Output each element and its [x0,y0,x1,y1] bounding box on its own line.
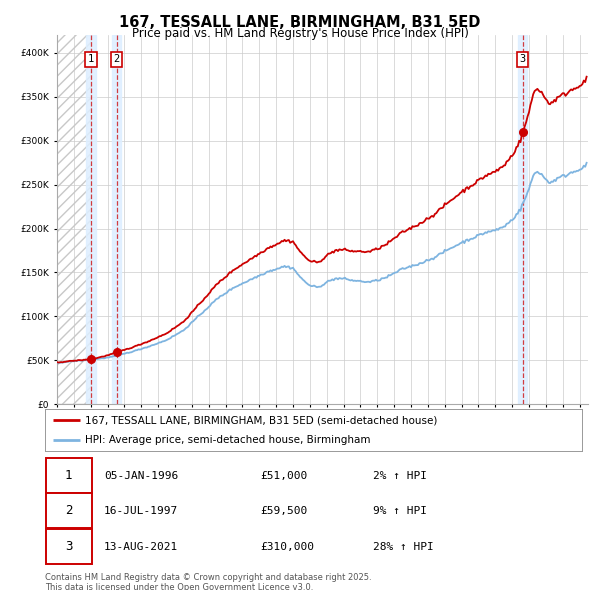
Text: HPI: Average price, semi-detached house, Birmingham: HPI: Average price, semi-detached house,… [85,435,371,445]
FancyBboxPatch shape [46,458,92,493]
Text: 28% ↑ HPI: 28% ↑ HPI [373,542,433,552]
Text: 05-JAN-1996: 05-JAN-1996 [104,471,178,481]
Text: 1: 1 [88,54,94,64]
Text: 3: 3 [520,54,526,64]
Text: 16-JUL-1997: 16-JUL-1997 [104,506,178,516]
Bar [86,35,95,404]
Text: 13-AUG-2021: 13-AUG-2021 [104,542,178,552]
Bar [518,35,527,404]
Text: This data is licensed under the Open Government Licence v3.0.: This data is licensed under the Open Gov… [45,583,313,590]
Text: 1: 1 [65,469,73,482]
Text: 9% ↑ HPI: 9% ↑ HPI [373,506,427,516]
Text: 167, TESSALL LANE, BIRMINGHAM, B31 5ED: 167, TESSALL LANE, BIRMINGHAM, B31 5ED [119,15,481,30]
Text: £59,500: £59,500 [260,506,307,516]
Text: £310,000: £310,000 [260,542,314,552]
Text: Price paid vs. HM Land Registry's House Price Index (HPI): Price paid vs. HM Land Registry's House … [131,27,469,40]
FancyBboxPatch shape [46,493,92,528]
Bar [112,35,121,404]
Text: 2: 2 [113,54,120,64]
Text: Contains HM Land Registry data © Crown copyright and database right 2025.: Contains HM Land Registry data © Crown c… [45,573,371,582]
Text: £51,000: £51,000 [260,471,307,481]
Text: 3: 3 [65,540,73,553]
Text: 2% ↑ HPI: 2% ↑ HPI [373,471,427,481]
FancyBboxPatch shape [46,529,92,564]
Text: 2: 2 [65,504,73,517]
Text: 167, TESSALL LANE, BIRMINGHAM, B31 5ED (semi-detached house): 167, TESSALL LANE, BIRMINGHAM, B31 5ED (… [85,415,437,425]
